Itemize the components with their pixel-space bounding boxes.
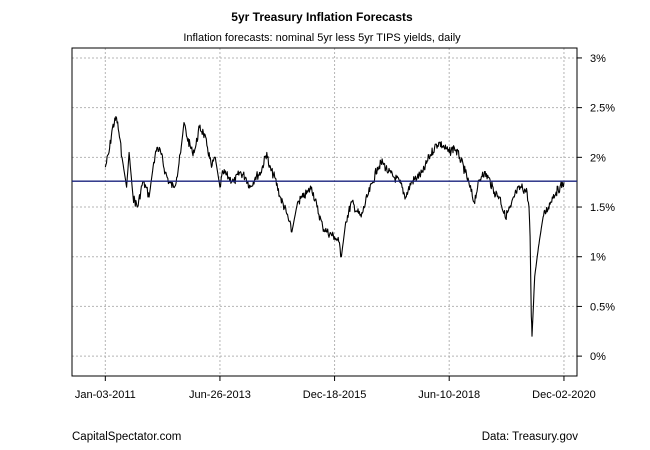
x-tick-label: Jun-10-2018 bbox=[418, 389, 480, 401]
footer-source-left: CapitalSpectator.com bbox=[72, 431, 182, 443]
series-group bbox=[104, 116, 565, 337]
y-tick-label: 0% bbox=[590, 351, 606, 363]
footer-source-right: Data: Treasury.gov bbox=[481, 431, 578, 443]
y-tick-label: 1.5% bbox=[590, 202, 615, 214]
chart-title: 5yr Treasury Inflation Forecasts bbox=[231, 10, 413, 24]
x-tick-label: Dec-18-2015 bbox=[303, 389, 367, 401]
y-tick-label: 3% bbox=[590, 53, 606, 65]
y-tick-label: 1% bbox=[590, 252, 606, 264]
y-tick-label: 0.5% bbox=[590, 301, 615, 313]
y-tick-label: 2.5% bbox=[590, 103, 615, 115]
y-tick-label: 2% bbox=[590, 152, 606, 164]
x-tick-label: Jan-03-2011 bbox=[75, 389, 136, 401]
x-axis: Jan-03-2011 Jun-26-2013 Dec-18-2015 Jun-10-… bbox=[75, 376, 596, 401]
plot-area bbox=[71, 47, 578, 377]
series-line bbox=[104, 116, 565, 337]
y-axis: 0% 0.5% 1% 1.5% 2% 2.5% 3% bbox=[577, 53, 615, 363]
gridlines bbox=[72, 48, 577, 376]
chart-subtitle: Inflation forecasts: nominal 5yr less 5y… bbox=[183, 32, 461, 44]
x-tick-label: Jun-26-2013 bbox=[189, 389, 251, 401]
x-tick-label: Dec-02-2020 bbox=[532, 389, 596, 401]
